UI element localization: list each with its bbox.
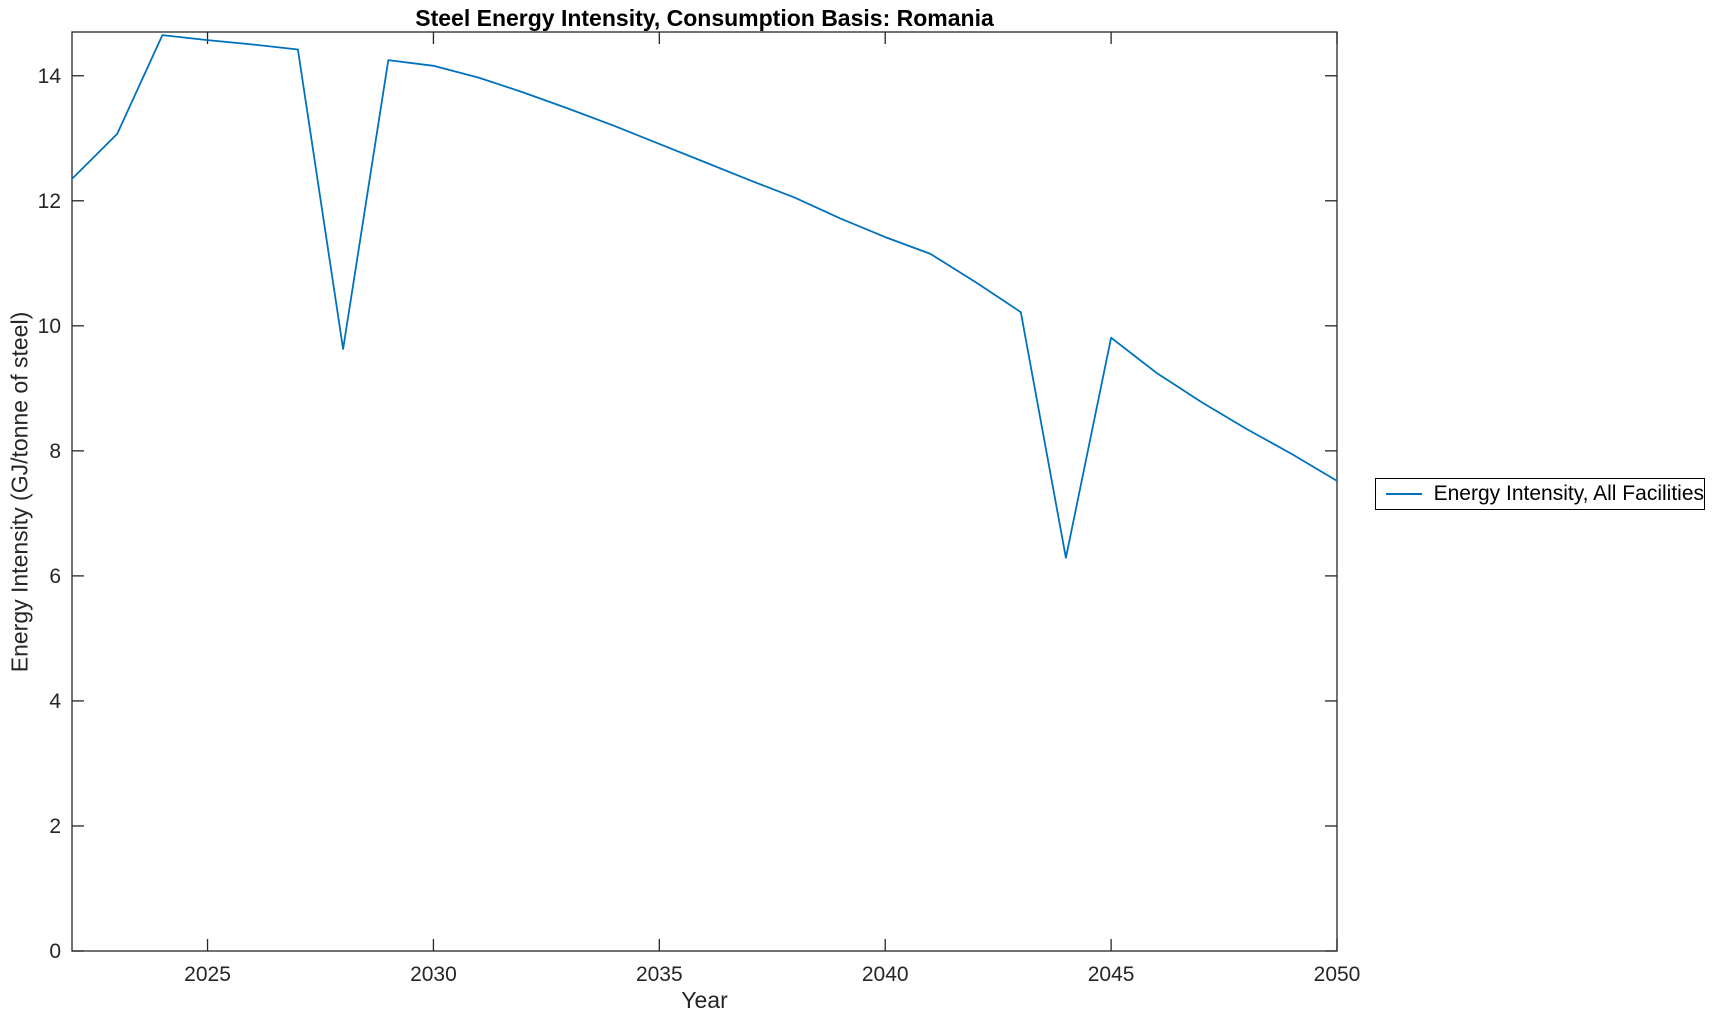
y-tick-label: 4	[49, 690, 61, 713]
x-tick-label: 2035	[636, 963, 683, 986]
x-axis-label: Year	[681, 987, 728, 1013]
legend-label: Energy Intensity, All Facilities	[1433, 482, 1704, 505]
legend: Energy Intensity, All Facilities	[1375, 478, 1705, 510]
y-tick-label: 14	[38, 65, 62, 88]
x-tick-label: 2040	[862, 963, 909, 986]
x-tick-label: 2030	[410, 963, 457, 986]
energy-intensity-line	[71, 34, 1338, 559]
y-tick-label: 10	[38, 315, 61, 338]
x-tick-label: 2050	[1314, 963, 1361, 986]
chart-title: Steel Energy Intensity, Consumption Basi…	[415, 5, 994, 31]
y-tick-label: 8	[49, 440, 61, 463]
y-tick-label: 0	[49, 940, 61, 963]
y-tick-label: 12	[38, 190, 61, 213]
y-tick-label: 6	[49, 565, 61, 588]
axes-box	[71, 31, 1338, 952]
legend-line-sample	[1386, 493, 1422, 495]
y-tick-label: 2	[49, 815, 61, 838]
x-tick-label: 2025	[184, 963, 231, 986]
x-tick-label: 2045	[1088, 963, 1135, 986]
